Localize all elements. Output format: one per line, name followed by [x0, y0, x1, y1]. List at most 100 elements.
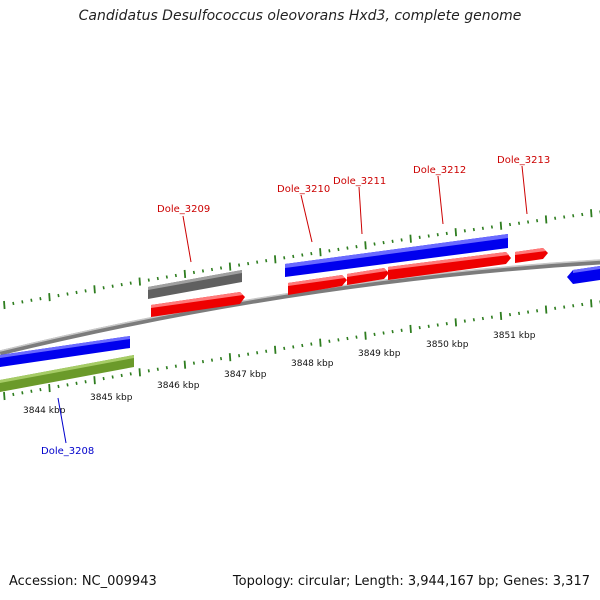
axis-label: 3845 kbp: [90, 393, 133, 403]
gene-label-dole-3210[interactable]: Dole_3210: [277, 184, 330, 195]
tick-mark: [581, 212, 584, 217]
tick-mark: [301, 343, 304, 348]
tick-mark: [301, 253, 304, 257]
gene-dole-3209-reverse[interactable]: [151, 292, 245, 317]
tick-mark: [120, 282, 123, 287]
gene-dole-3209-grey[interactable]: [148, 270, 242, 299]
tick-mark: [201, 359, 205, 364]
tick-mark: [572, 214, 575, 218]
tick-mark: [427, 234, 430, 238]
tick-mark: [156, 367, 159, 371]
gene-dole-3211-reverse[interactable]: [347, 268, 389, 285]
tick-mark: [328, 339, 331, 343]
tick-mark: [12, 392, 15, 397]
tick-mark: [39, 297, 42, 301]
tick-mark: [418, 325, 421, 330]
inner-tick-ring: [3, 299, 600, 401]
gene-dole-3213-reverse[interactable]: [515, 248, 548, 263]
tick-mark: [400, 328, 403, 332]
tick-mark: [364, 241, 367, 250]
tick-mark: [174, 273, 177, 278]
tick-mark: [427, 324, 430, 328]
axis-label: 3846 kbp: [157, 381, 200, 391]
tick-mark: [93, 285, 96, 294]
tick-mark: [310, 251, 313, 256]
tick-mark: [481, 316, 484, 321]
gene-label-dole-3211[interactable]: Dole_3211: [333, 176, 386, 187]
tick-mark: [75, 290, 78, 295]
gene-label-dole-3208[interactable]: Dole_3208: [41, 446, 94, 457]
tick-mark: [228, 262, 232, 271]
tick-mark: [536, 219, 539, 223]
gene-dole-3210-3212-forward[interactable]: [285, 234, 508, 277]
tick-mark: [292, 254, 295, 259]
tick-mark: [192, 270, 196, 275]
gene-label-dole-3209[interactable]: Dole_3209: [157, 204, 210, 215]
tick-mark: [3, 391, 6, 401]
tick-mark: [30, 298, 33, 302]
axis-label: 3849 kbp: [358, 349, 401, 359]
gene-dole-3210-reverse[interactable]: [288, 275, 347, 295]
tick-mark: [57, 384, 60, 389]
gene-labels: Dole_3208 Dole_3209 Dole_3210 Dole_3211 …: [41, 155, 550, 457]
tick-mark: [554, 306, 557, 310]
tick-mark: [12, 301, 15, 306]
tick-mark: [526, 220, 530, 224]
tick-mark: [256, 351, 259, 355]
tick-mark: [256, 260, 259, 264]
gene-leader-lines: [57, 165, 528, 444]
tick-mark: [129, 281, 132, 285]
gene-dole-3208-highlight[interactable]: [0, 355, 134, 392]
tick-mark: [274, 345, 277, 354]
tick-mark: [102, 376, 105, 381]
tick-mark: [93, 376, 96, 385]
tick-mark: [129, 372, 132, 376]
map-title: Candidatus Desulfococcus oleovorans Hxd3…: [78, 8, 522, 24]
tick-mark: [84, 289, 87, 293]
tick-mark: [563, 305, 566, 309]
tick-mark: [508, 312, 512, 317]
tick-mark: [563, 215, 566, 219]
tick-mark: [147, 278, 150, 282]
tick-mark: [201, 269, 205, 273]
tick-mark: [346, 246, 349, 250]
tick-mark: [463, 229, 466, 233]
gene-next-forward[interactable]: [567, 266, 600, 284]
tick-mark: [391, 329, 394, 334]
tick-mark: [265, 349, 268, 353]
tick-mark: [508, 222, 512, 227]
axis-label: 3848 kbp: [291, 359, 334, 369]
tick-mark: [544, 215, 548, 224]
tick-mark: [265, 259, 268, 263]
tick-mark: [228, 353, 232, 362]
tick-mark: [391, 239, 394, 243]
tick-mark: [48, 293, 51, 302]
tick-mark: [274, 255, 277, 264]
axis-label: 3851 kbp: [493, 331, 536, 341]
tick-mark: [183, 360, 187, 369]
tick-mark: [156, 276, 159, 281]
tick-mark: [544, 305, 548, 314]
tick-mark: [247, 261, 250, 266]
gene-dole-3208-forward[interactable]: [0, 336, 130, 367]
tick-mark: [120, 373, 123, 378]
tick-mark: [319, 248, 322, 257]
tick-mark: [283, 256, 286, 260]
outer-tick-ring: [3, 209, 600, 310]
tick-mark: [418, 235, 421, 239]
gene-dole-3212-reverse[interactable]: [388, 252, 511, 280]
tick-mark: [445, 322, 448, 326]
tick-mark: [517, 311, 521, 316]
tick-mark: [445, 231, 448, 236]
accession-text: Accession: NC_009943: [9, 574, 157, 589]
tick-mark: [210, 358, 214, 362]
tick-mark: [526, 310, 530, 314]
tick-mark: [499, 311, 503, 320]
gene-label-dole-3212[interactable]: Dole_3212: [413, 165, 466, 176]
tick-mark: [283, 346, 286, 351]
tick-mark: [174, 364, 177, 368]
gene-label-dole-3213[interactable]: Dole_3213: [497, 155, 550, 166]
tick-mark: [337, 247, 340, 252]
tick-mark: [436, 233, 439, 237]
